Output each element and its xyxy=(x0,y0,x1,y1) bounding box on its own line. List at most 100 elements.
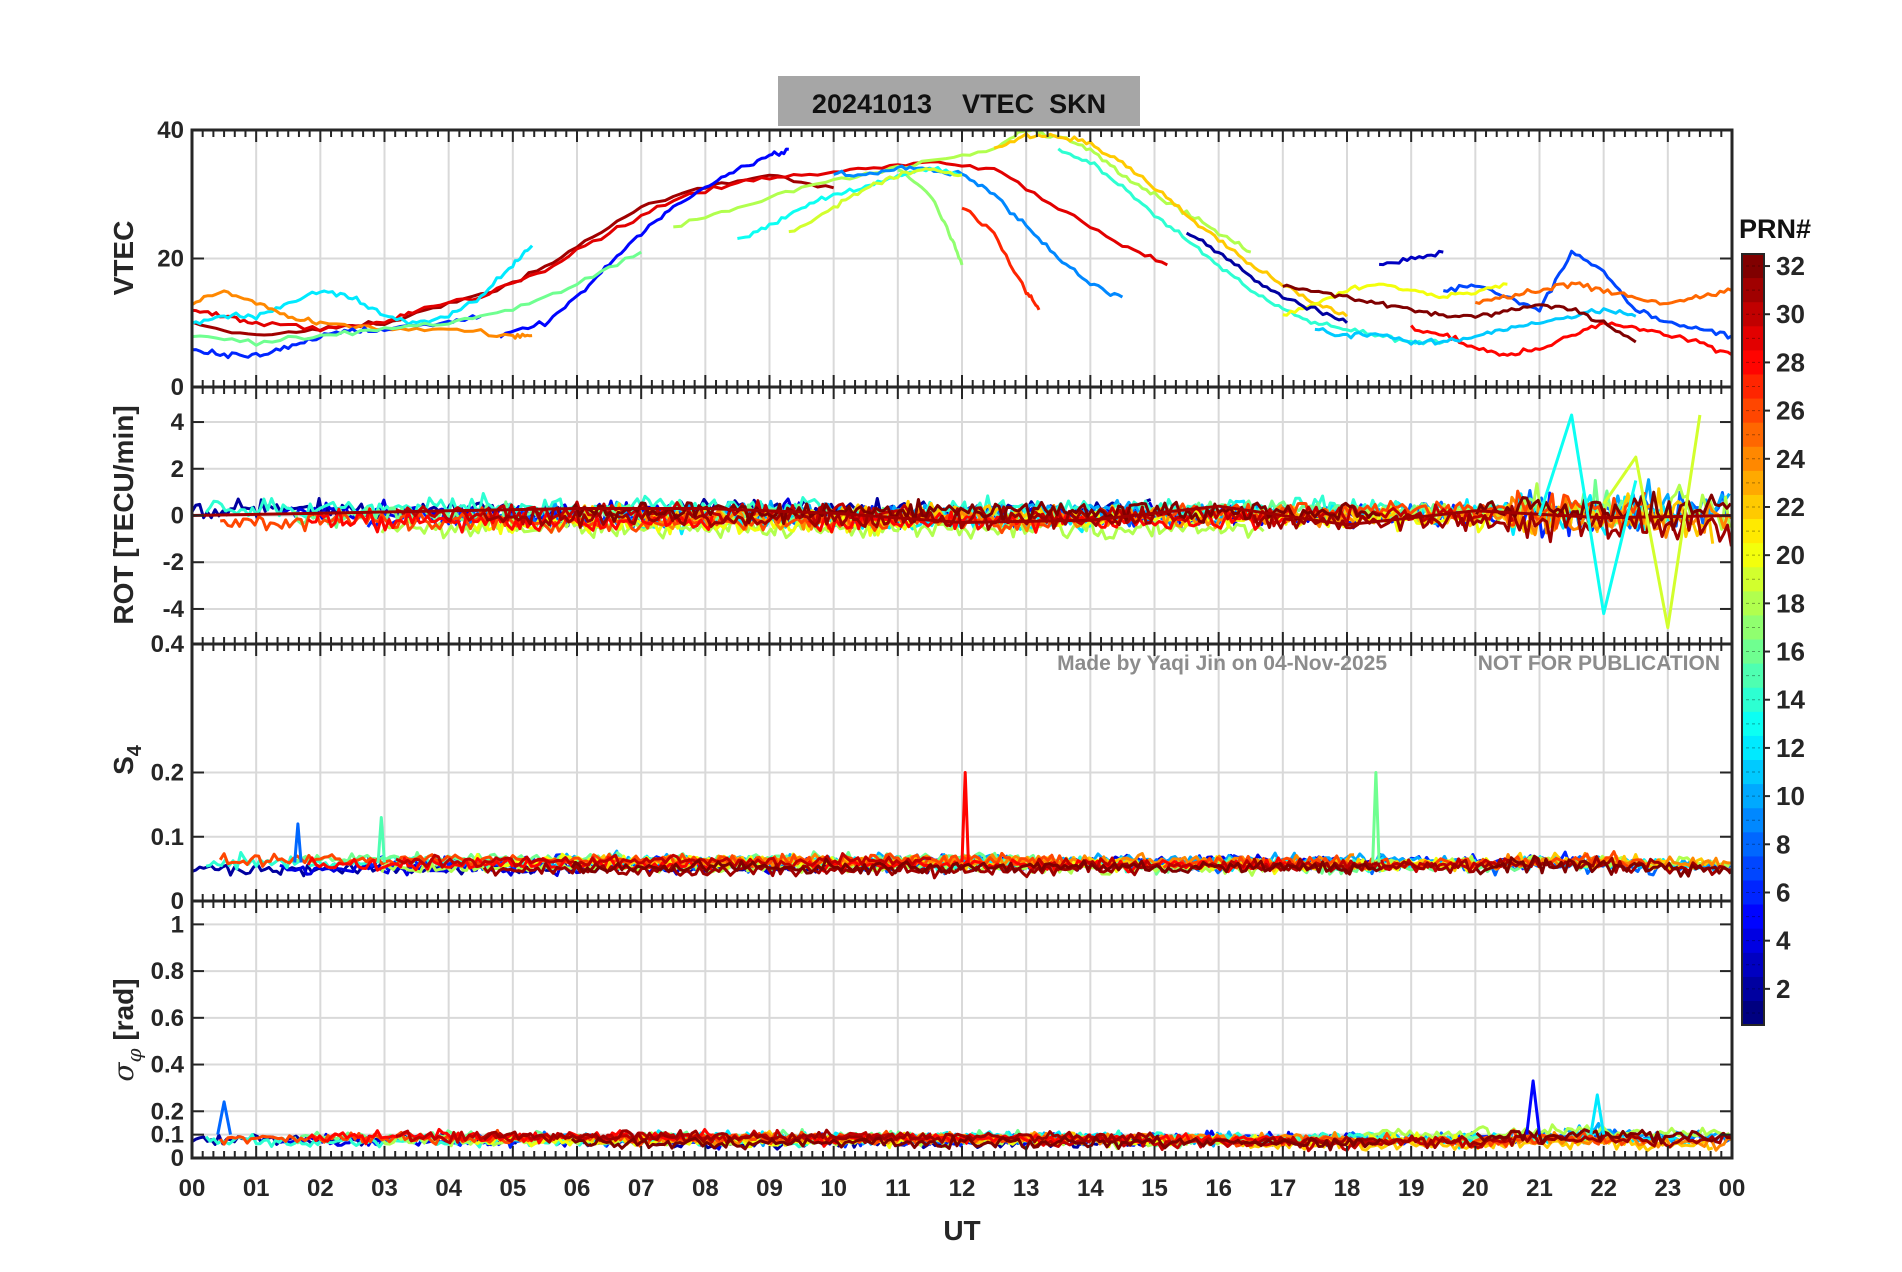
colorbar-tick-label: 4 xyxy=(1776,926,1791,956)
sigma_phi-trace-prn-18 xyxy=(1363,1123,1730,1140)
rot-trace-prn-31 xyxy=(1252,504,1732,547)
vtec-prn-9 xyxy=(833,164,1124,299)
colorbar-swatch xyxy=(1742,567,1764,592)
y-tick-label: 0 xyxy=(171,503,184,530)
x-ticks xyxy=(191,130,1733,387)
vtec-prn-7 xyxy=(1443,249,1732,340)
y-axis-label: σφ [rad] xyxy=(107,978,146,1081)
x-tick-label: 07 xyxy=(628,1175,655,1202)
y-tick-label: 0.2 xyxy=(151,1098,184,1125)
colorbar-swatch xyxy=(1742,326,1764,351)
colorbar-swatch xyxy=(1742,254,1764,279)
y-tick-label: 2 xyxy=(171,456,184,483)
y-tick-label: 20 xyxy=(157,246,184,273)
vtec-prn-19 xyxy=(788,167,963,234)
colorbar-tick-label: 22 xyxy=(1776,492,1805,522)
y-tick-label: 0.1 xyxy=(151,824,184,851)
vtec-prn-25 xyxy=(1474,281,1732,306)
colorbar-swatch xyxy=(1742,928,1764,953)
colorbar-title: PRN# xyxy=(1739,214,1811,244)
x-tick-label: 00 xyxy=(179,1175,206,1202)
s4-trace-prn-32 xyxy=(570,857,1382,876)
colorbar-tick-label: 32 xyxy=(1776,251,1805,281)
sigma_phi-spike-prn-5 xyxy=(1525,1079,1541,1135)
rot-spike-prn-13 xyxy=(1538,413,1638,616)
rot-trace-prn-32 xyxy=(1475,490,1732,532)
vtec-prn-12 xyxy=(192,244,534,326)
y-tick-label: 0.2 xyxy=(151,760,184,787)
y-axis-label: S4 xyxy=(108,744,146,775)
colorbar-swatch xyxy=(1742,374,1764,399)
y-tick-label: 0.8 xyxy=(151,958,184,985)
panel-vtec: 0 20 40 VTEC xyxy=(108,117,1734,401)
x-tick-label: 16 xyxy=(1205,1175,1232,1202)
y-tick-label: 0.4 xyxy=(151,631,185,658)
vtec-prn-17 xyxy=(897,168,964,266)
x-tick-label: 04 xyxy=(435,1175,462,1202)
colorbar-swatch xyxy=(1742,808,1764,833)
rot-trace-prn-18 xyxy=(380,514,1265,541)
s4-spike-prn-8 xyxy=(293,822,303,863)
vtec-prn-32 xyxy=(1282,283,1637,344)
y-tick-label: -4 xyxy=(163,596,185,623)
colorbar-tick-label: 28 xyxy=(1776,347,1805,377)
s4-trace-prn-32 xyxy=(1475,854,1732,878)
s4-trace-prn-30 xyxy=(395,852,932,869)
rot-trace-prn-28 xyxy=(307,507,714,534)
colorbar-swatch xyxy=(1742,302,1764,327)
series-group xyxy=(192,1079,1732,1153)
y-tick-label: 4 xyxy=(171,409,185,436)
colorbar-tick-label: 30 xyxy=(1776,299,1805,329)
sigma_phi-spike-prn-8 xyxy=(216,1100,232,1135)
series-group xyxy=(192,130,1732,360)
colorbar-tick-label: 24 xyxy=(1776,444,1805,474)
figure-title: 20241013 VTEC SKN xyxy=(812,89,1106,119)
vtec-prn-27 xyxy=(961,206,1041,311)
y-tick-label: 0 xyxy=(171,1145,184,1172)
watermark-author: Made by Yaqi Jin on 04-Nov-2025 xyxy=(1057,652,1387,675)
colorbar-swatch xyxy=(1742,687,1764,712)
x-tick-label: 09 xyxy=(756,1175,783,1202)
vtec-prn-29 xyxy=(192,160,1168,333)
x-tick-label: 00 xyxy=(1719,1175,1746,1202)
x-axis-label: UT xyxy=(943,1215,980,1246)
colorbar-swatch xyxy=(1742,1000,1764,1025)
colorbar-tick-label: 16 xyxy=(1776,637,1805,667)
x-tick-label: 20 xyxy=(1462,1175,1489,1202)
colorbar-swatch xyxy=(1742,735,1764,760)
vtec-prn-24 xyxy=(192,289,533,340)
x-tick-label: 15 xyxy=(1141,1175,1168,1202)
y-tick-label: 0 xyxy=(171,888,184,915)
s4-spike-prn-16 xyxy=(1371,771,1381,863)
colorbar-tick-label: 12 xyxy=(1776,733,1805,763)
colorbar-swatch xyxy=(1742,759,1764,785)
colorbar-swatch xyxy=(1742,880,1764,905)
colorbar-swatch xyxy=(1742,784,1764,809)
colorbar-swatch xyxy=(1742,470,1764,495)
colorbar-swatch xyxy=(1742,663,1764,688)
colorbar-swatch xyxy=(1742,519,1764,544)
x-tick-label: 19 xyxy=(1398,1175,1425,1202)
sigma_phi-trace-prn-32 xyxy=(570,1134,1382,1152)
x-tick-label: 14 xyxy=(1077,1175,1104,1202)
panel-s4: 0 0.1 0.2 0.4 S4 xyxy=(108,631,1734,915)
y-tick-label: 0.6 xyxy=(151,1005,184,1032)
x-tick-label: 11 xyxy=(885,1175,910,1202)
y-axis-label: ROT [TECU/min] xyxy=(108,405,139,624)
colorbar-swatch xyxy=(1742,952,1764,977)
colorbar-swatch xyxy=(1742,446,1764,471)
colorbar-tick-label: 10 xyxy=(1776,781,1805,811)
x-ticks xyxy=(191,901,1733,1158)
colorbar-swatch xyxy=(1742,832,1764,857)
colorbar-tick-label: 8 xyxy=(1776,829,1790,859)
x-tick-label: 02 xyxy=(307,1175,334,1202)
vtec-prn-2 xyxy=(1185,231,1349,324)
colorbar-swatch xyxy=(1742,591,1764,616)
x-tick-label: 06 xyxy=(564,1175,591,1202)
x-tick-label: 18 xyxy=(1334,1175,1361,1202)
rot-spike-prn-19 xyxy=(1602,414,1702,630)
colorbar-swatch xyxy=(1742,494,1764,520)
panel-sigma_phi: 00.10.2 0.4 0.6 0.8 1 σφ [rad] 00 01 02 03 04 05 06 0… xyxy=(107,899,1746,1246)
colorbar-tick-label: 2 xyxy=(1776,974,1790,1004)
